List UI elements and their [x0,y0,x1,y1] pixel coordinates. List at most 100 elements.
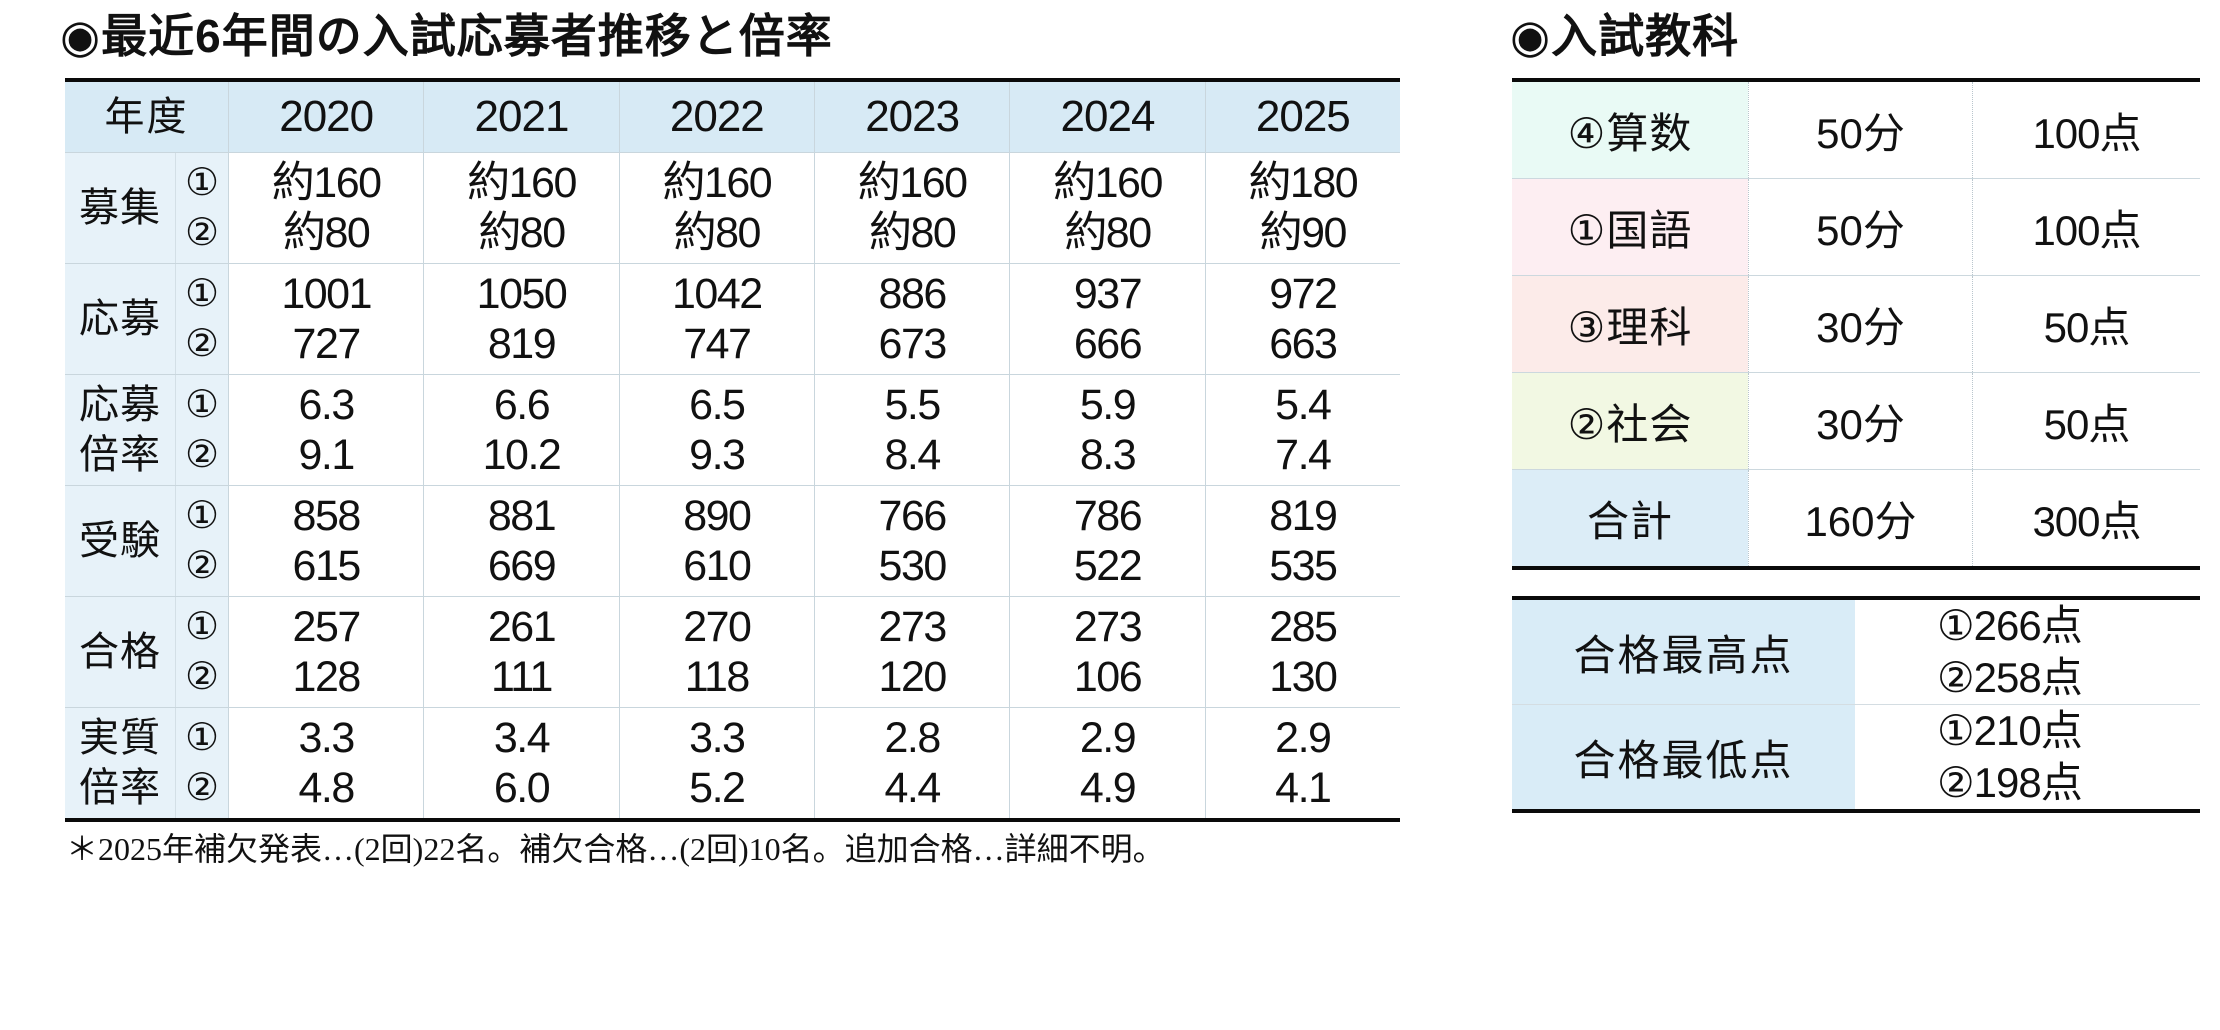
subject-time: 50分 [1748,82,1972,178]
value-round1: 273 [1073,603,1143,651]
data-cell: 881 669 [423,486,619,596]
data-cell: 1042 747 [618,264,814,374]
round-2-icon: ② [184,767,220,809]
lowest-score-label: 合格最低点 [1512,705,1855,809]
value-round2: 727 [292,320,362,368]
subject-row-science: ③理科 30分 50点 [1512,275,2200,372]
highest-score-values: ①266点 ②258点 [1855,600,2200,704]
subject-row-total: 合計 160分 300点 [1512,469,2200,566]
subject-points: 100点 [1972,179,2200,275]
year-2025-header: 2025 [1204,82,1400,152]
value-round2: 7.4 [1275,431,1332,479]
value-round1: 273 [878,603,948,651]
data-cell: 2.9 4.1 [1204,708,1400,818]
value-round2: 10.2 [482,431,562,479]
data-cell: 273 120 [813,597,1010,707]
value-round2: 130 [1269,653,1338,701]
value-round1: 786 [1073,492,1143,540]
data-cell: 890 610 [618,486,814,596]
highest-score-label: 合格最高点 [1512,600,1855,704]
data-cell: 5.5 8.4 [813,375,1010,485]
value-round2: 669 [487,542,557,590]
year-2020-header: 2020 [228,82,424,152]
data-cell: 786 522 [1009,486,1205,596]
value-round1: 858 [292,492,362,540]
round-2-icon: ② [184,323,220,365]
data-cell: 1050 819 [423,264,619,374]
value-round2: 6.0 [493,764,551,812]
data-cell: 6.3 9.1 [228,375,424,485]
data-cell: 1001 727 [228,264,424,374]
data-cell: 約160 約80 [1009,153,1205,263]
subject-time: 30分 [1748,373,1972,469]
row-label: 募集 [65,153,175,263]
total-time: 160分 [1748,470,1972,566]
subject-points: 100点 [1972,82,2200,178]
round-1-icon: ① [184,717,220,759]
value-round1: 2.9 [1079,714,1137,762]
round-indicator-cell: ① ② [175,597,228,707]
value-round2: 522 [1073,542,1143,590]
data-cell: 約160 約80 [813,153,1010,263]
subject-name: ①国語 [1512,179,1748,275]
value-round1: 890 [683,492,752,540]
table-row-actual-ratio: 実質倍率 ① ② 3.3 4.8 3.4 6.0 3.3 5.2 2.8 4.4 2.9… [65,707,1400,818]
value-round2: 120 [878,653,948,701]
lowest-score-round2: ②198点 [1937,759,2083,806]
value-round2: 4.4 [884,764,942,812]
subject-row-social: ②社会 30分 50点 [1512,372,2200,469]
value-round1: 819 [1269,492,1338,540]
subjects-table-title: ◉入試教科 [1510,10,1740,62]
value-round1: 881 [487,492,557,540]
round-indicator-cell: ① ② [175,486,228,596]
data-cell: 6.6 10.2 [423,375,619,485]
value-round2: 4.8 [298,764,356,812]
data-cell: 285 130 [1204,597,1400,707]
data-cell: 5.4 7.4 [1204,375,1400,485]
round-1-icon: ① [184,495,220,537]
row-label: 実質倍率 [65,708,175,818]
value-round1: 261 [487,603,557,651]
data-cell: 270 118 [618,597,814,707]
year-2022-header: 2022 [618,82,814,152]
value-round1: 5.4 [1275,381,1332,429]
round-indicator-cell: ① ② [175,264,228,374]
value-round1: 3.4 [493,714,551,762]
year-header-cell: 年度 [65,82,228,152]
value-round2: 118 [684,653,751,701]
highest-score-row: 合格最高点 ①266点 ②258点 [1512,600,2200,704]
round-1-icon: ① [184,384,220,426]
value-round1: 766 [878,492,948,540]
value-round1: 257 [292,603,362,651]
data-cell: 約160 約80 [618,153,814,263]
value-round2: 747 [683,320,752,368]
year-2024-header: 2024 [1009,82,1205,152]
value-round1: 約160 [662,159,772,207]
value-round1: 6.5 [689,381,746,429]
applicants-table-title: ◉最近6年間の入試応募者推移と倍率 [60,10,833,62]
row-label: 応募 [65,264,175,374]
data-cell: 6.5 9.3 [618,375,814,485]
table-header-row: 年度 2020 2021 2022 2023 2024 2025 [65,82,1400,152]
subject-row-math: ④算数 50分 100点 [1512,82,2200,178]
data-cell: 273 106 [1009,597,1205,707]
value-round1: 約160 [1053,159,1163,207]
row-label: 応募倍率 [65,375,175,485]
data-cell: 257 128 [228,597,424,707]
data-cell: 5.9 8.3 [1009,375,1205,485]
lowest-score-round1: ①210点 [1937,707,2083,754]
footnote-text: ＊2025年補欠発表…(2回)22名。補欠合格…(2回)10名。追加合格…詳細不… [66,831,1165,867]
round-2-icon: ② [184,434,220,476]
value-round1: 972 [1269,270,1338,318]
lowest-score-values: ①210点 ②198点 [1855,705,2200,809]
subject-name: ③理科 [1512,276,1748,372]
data-cell: 3.3 4.8 [228,708,424,818]
data-cell: 3.3 5.2 [618,708,814,818]
data-cell: 約180 約90 [1204,153,1400,263]
round-indicator-cell: ① ② [175,708,228,818]
data-cell: 886 673 [813,264,1010,374]
subject-points: 50点 [1972,276,2200,372]
round-2-icon: ② [184,545,220,587]
subject-name: ②社会 [1512,373,1748,469]
